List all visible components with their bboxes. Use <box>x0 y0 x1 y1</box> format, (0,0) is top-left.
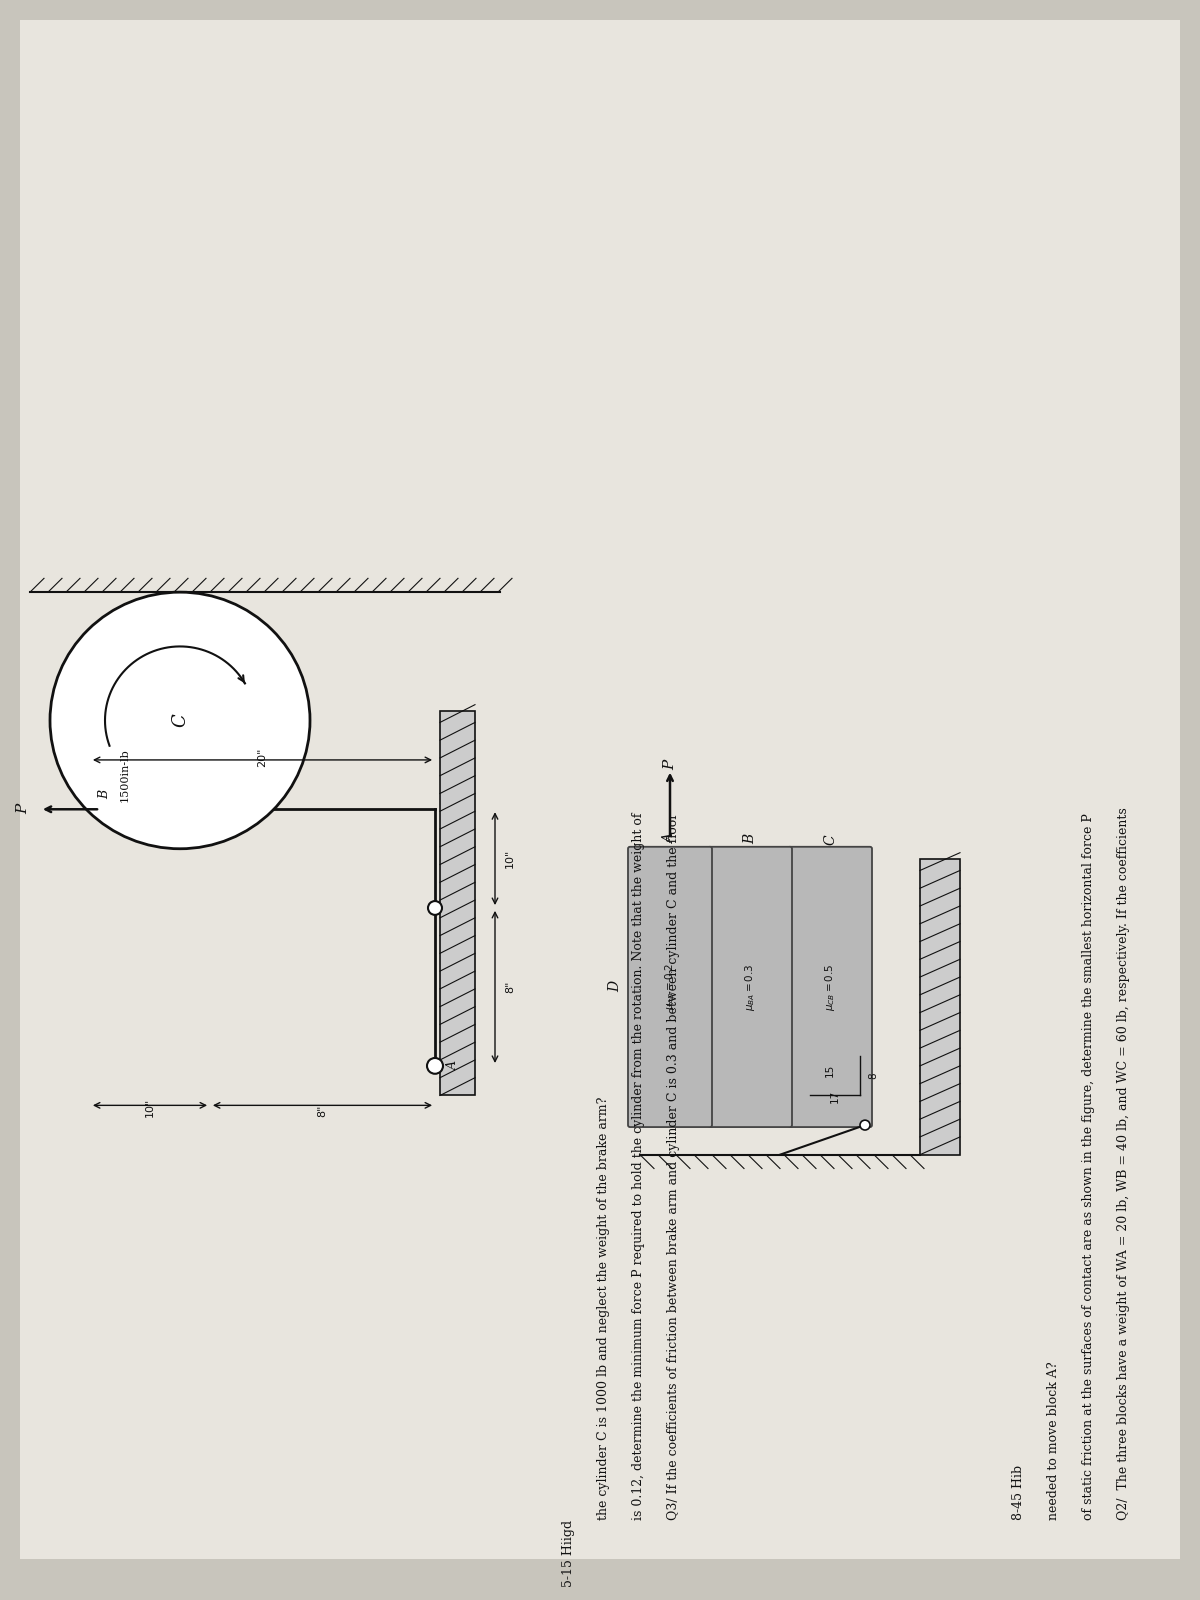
Text: needed to move block A?: needed to move block A? <box>1046 1362 1060 1520</box>
Text: $\mu_{BA}=0.3$: $\mu_{BA}=0.3$ <box>743 963 757 1011</box>
Text: B: B <box>743 834 757 845</box>
Text: 20": 20" <box>258 749 268 768</box>
Text: 8": 8" <box>505 981 515 994</box>
Text: $\mu_{AD}=0.2$: $\mu_{AD}=0.2$ <box>662 963 677 1011</box>
Text: 10": 10" <box>145 1098 155 1117</box>
Text: B: B <box>98 789 112 798</box>
Text: 1500in-lb: 1500in-lb <box>120 747 130 802</box>
Text: P: P <box>16 805 30 814</box>
Text: of static friction at the surfaces of contact are as shown in the figure, determ: of static friction at the surfaces of co… <box>1082 813 1096 1520</box>
Text: the cylinder C is 1000 lb and neglect the weight of the brake arm?: the cylinder C is 1000 lb and neglect th… <box>598 1096 610 1520</box>
Text: 8": 8" <box>318 1106 328 1117</box>
Circle shape <box>860 1120 870 1130</box>
Text: C: C <box>172 714 190 728</box>
Text: P: P <box>662 760 677 770</box>
Text: C: C <box>823 834 838 845</box>
FancyBboxPatch shape <box>788 846 872 1126</box>
Text: 15: 15 <box>826 1064 835 1077</box>
Text: $\mu_{CB}=0.5$: $\mu_{CB}=0.5$ <box>823 963 838 1011</box>
Circle shape <box>50 592 310 848</box>
Text: Q2/  The three blocks have a weight of WA = 20 lb, WB = 40 lb, and WC = 60 lb, r: Q2/ The three blocks have a weight of WA… <box>1117 806 1130 1520</box>
Text: 8-45 Hib: 8-45 Hib <box>1012 1464 1025 1520</box>
Bar <box>440 710 475 1096</box>
Text: A: A <box>662 834 677 843</box>
Text: D: D <box>608 981 622 992</box>
Circle shape <box>428 901 442 915</box>
Text: A: A <box>446 1061 460 1070</box>
Text: 10": 10" <box>505 850 515 869</box>
Text: 17: 17 <box>830 1090 840 1104</box>
Text: 5-15 Hiigd: 5-15 Hiigd <box>562 1520 575 1587</box>
Circle shape <box>427 1058 443 1074</box>
Text: Q3/ If the coefficients of friction between brake arm and cylinder C is 0.3 and : Q3/ If the coefficients of friction betw… <box>667 813 680 1520</box>
FancyBboxPatch shape <box>628 846 712 1126</box>
Text: 8: 8 <box>868 1072 878 1078</box>
FancyBboxPatch shape <box>708 846 792 1126</box>
Text: is 0.12, determine the minimum force P required to hold the cylinder from the ro: is 0.12, determine the minimum force P r… <box>632 813 646 1520</box>
Bar <box>920 859 960 1155</box>
